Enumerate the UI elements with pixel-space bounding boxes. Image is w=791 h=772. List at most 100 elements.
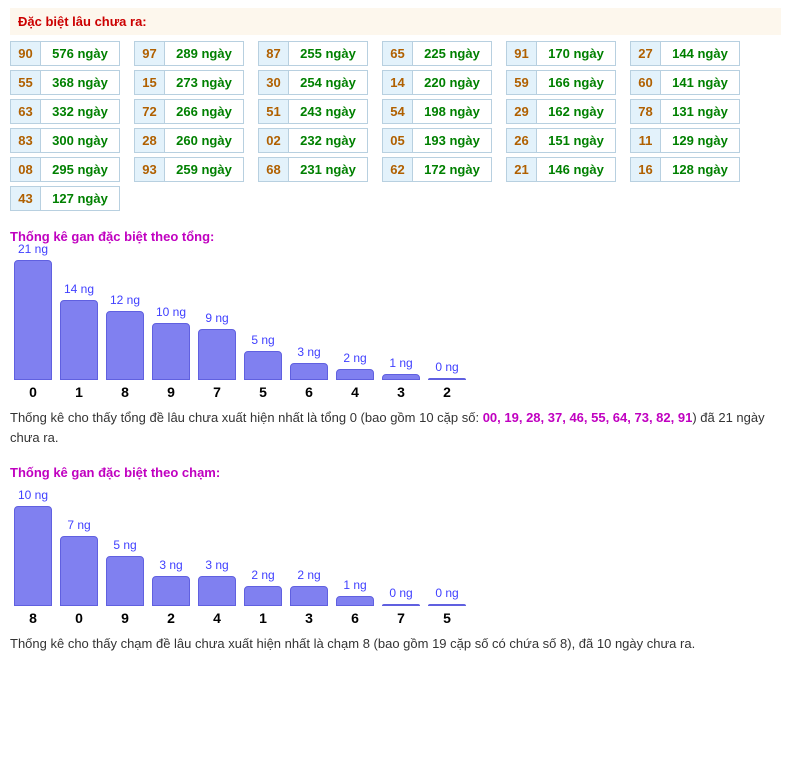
bar-wrap: 9 ng 7 bbox=[194, 311, 240, 400]
bar-category-label: 2 bbox=[443, 384, 451, 400]
pair-days: 129 ngày bbox=[661, 129, 739, 152]
chart1-note-pre: Thống kê cho thấy tổng đề lâu chưa xuất … bbox=[10, 410, 483, 425]
pair-days: 127 ngày bbox=[41, 187, 119, 210]
bar-value-label: 1 ng bbox=[389, 356, 412, 370]
pair-number: 21 bbox=[507, 158, 537, 181]
bar-wrap: 3 ng6 bbox=[286, 345, 332, 400]
pair-box: 90576 ngày bbox=[10, 41, 120, 66]
pair-box: 87255 ngày bbox=[258, 41, 368, 66]
pair-days: 266 ngày bbox=[165, 100, 243, 123]
bar-value-label: 3 ng bbox=[297, 345, 320, 359]
pair-box: 15273 ngày bbox=[134, 70, 244, 95]
pair-number: 51 bbox=[259, 100, 289, 123]
bar-wrap: 14 ng 1 bbox=[56, 282, 102, 400]
pair-number: 72 bbox=[135, 100, 165, 123]
pair-number: 30 bbox=[259, 71, 289, 94]
pair-days: 231 ngày bbox=[289, 158, 367, 181]
pair-box: 60141 ngày bbox=[630, 70, 740, 95]
pair-box: 28260 ngày bbox=[134, 128, 244, 153]
pair-days: 220 ngày bbox=[413, 71, 491, 94]
bar-value-label: 0 ng bbox=[435, 360, 458, 374]
pair-number: 83 bbox=[11, 129, 41, 152]
pair-days: 146 ngày bbox=[537, 158, 615, 181]
bar-value-label: 10 ng bbox=[18, 488, 48, 502]
pair-days: 254 ngày bbox=[289, 71, 367, 94]
bar-value-label: 7 ng bbox=[67, 518, 90, 532]
bar-wrap: 0 ng7 bbox=[378, 586, 424, 626]
pair-box: 16128 ngày bbox=[630, 157, 740, 182]
pair-box: 08295 ngày bbox=[10, 157, 120, 182]
bar-wrap: 7 ng0 bbox=[56, 518, 102, 626]
pair-number: 26 bbox=[507, 129, 537, 152]
pair-box: 30254 ngày bbox=[258, 70, 368, 95]
pair-number: 78 bbox=[631, 100, 661, 123]
bar-wrap: 3 ng4 bbox=[194, 558, 240, 626]
pair-number: 43 bbox=[11, 187, 41, 210]
bar-category-label: 1 bbox=[75, 384, 83, 400]
bar-value-label: 10 ng bbox=[156, 305, 186, 319]
bar-category-label: 9 bbox=[121, 610, 129, 626]
pair-box: 59166 ngày bbox=[506, 70, 616, 95]
pair-days: 260 ngày bbox=[165, 129, 243, 152]
bar-wrap: 21 ng0 bbox=[10, 242, 56, 400]
pair-days: 295 ngày bbox=[41, 158, 119, 181]
pair-number: 87 bbox=[259, 42, 289, 65]
pair-number: 65 bbox=[383, 42, 413, 65]
chart2-note: Thống kê cho thấy chạm đề lâu chưa xuất … bbox=[10, 634, 770, 654]
bar-value-label: 21 ng bbox=[18, 242, 48, 256]
bar-category-label: 1 bbox=[259, 610, 267, 626]
pair-days: 232 ngày bbox=[289, 129, 367, 152]
pair-number: 11 bbox=[631, 129, 661, 152]
bar bbox=[244, 351, 282, 380]
pair-number: 02 bbox=[259, 129, 289, 152]
pair-number: 97 bbox=[135, 42, 165, 65]
bar-category-label: 7 bbox=[213, 384, 221, 400]
bar bbox=[428, 604, 466, 606]
pair-days: 225 ngày bbox=[413, 42, 491, 65]
bar-value-label: 12 ng bbox=[110, 293, 140, 307]
pair-box: 55368 ngày bbox=[10, 70, 120, 95]
bar-wrap: 2 ng4 bbox=[332, 351, 378, 400]
bar-wrap: 0 ng 2 bbox=[424, 360, 470, 400]
bar-value-label: 9 ng bbox=[205, 311, 228, 325]
bar-wrap: 10 ng8 bbox=[10, 488, 56, 626]
chart1-note: Thống kê cho thấy tổng đề lâu chưa xuất … bbox=[10, 408, 770, 447]
chart1: 21 ng014 ng112 ng810 ng99 ng75 ng53 ng62… bbox=[10, 250, 781, 400]
bar bbox=[198, 329, 236, 380]
pair-number: 59 bbox=[507, 71, 537, 94]
bar bbox=[290, 586, 328, 606]
pair-box: 54198 ngày bbox=[382, 99, 492, 124]
pair-days: 141 ngày bbox=[661, 71, 739, 94]
pair-days: 193 ngày bbox=[413, 129, 491, 152]
pair-box: 91170 ngày bbox=[506, 41, 616, 66]
pair-box: 65225 ngày bbox=[382, 41, 492, 66]
bar-value-label: 5 ng bbox=[251, 333, 274, 347]
bar-wrap: 2 ng3 bbox=[286, 568, 332, 626]
pair-number: 14 bbox=[383, 71, 413, 94]
bar-category-label: 5 bbox=[259, 384, 267, 400]
bar-wrap: 1 ng 3 bbox=[378, 356, 424, 400]
bar-value-label: 14 ng bbox=[64, 282, 94, 296]
bar bbox=[336, 596, 374, 606]
bar-value-label: 2 ng bbox=[343, 351, 366, 365]
bar-value-label: 3 ng bbox=[159, 558, 182, 572]
bar-value-label: 0 ng bbox=[389, 586, 412, 600]
bar-value-label: 3 ng bbox=[205, 558, 228, 572]
bar bbox=[382, 374, 420, 380]
bar-value-label: 0 ng bbox=[435, 586, 458, 600]
bar-wrap: 5 ng 5 bbox=[240, 333, 286, 400]
pair-box: 93259 ngày bbox=[134, 157, 244, 182]
pair-box: 63332 ngày bbox=[10, 99, 120, 124]
pair-number: 28 bbox=[135, 129, 165, 152]
bar bbox=[290, 363, 328, 380]
pair-box: 05193 ngày bbox=[382, 128, 492, 153]
pair-days: 368 ngày bbox=[41, 71, 119, 94]
pair-number: 29 bbox=[507, 100, 537, 123]
bar-category-label: 2 bbox=[167, 610, 175, 626]
pair-box: 62172 ngày bbox=[382, 157, 492, 182]
bar-wrap: 12 ng8 bbox=[102, 293, 148, 400]
pair-box: 11129 ngày bbox=[630, 128, 740, 153]
bar bbox=[336, 369, 374, 380]
bar-category-label: 3 bbox=[305, 610, 313, 626]
bar-category-label: 3 bbox=[397, 384, 405, 400]
